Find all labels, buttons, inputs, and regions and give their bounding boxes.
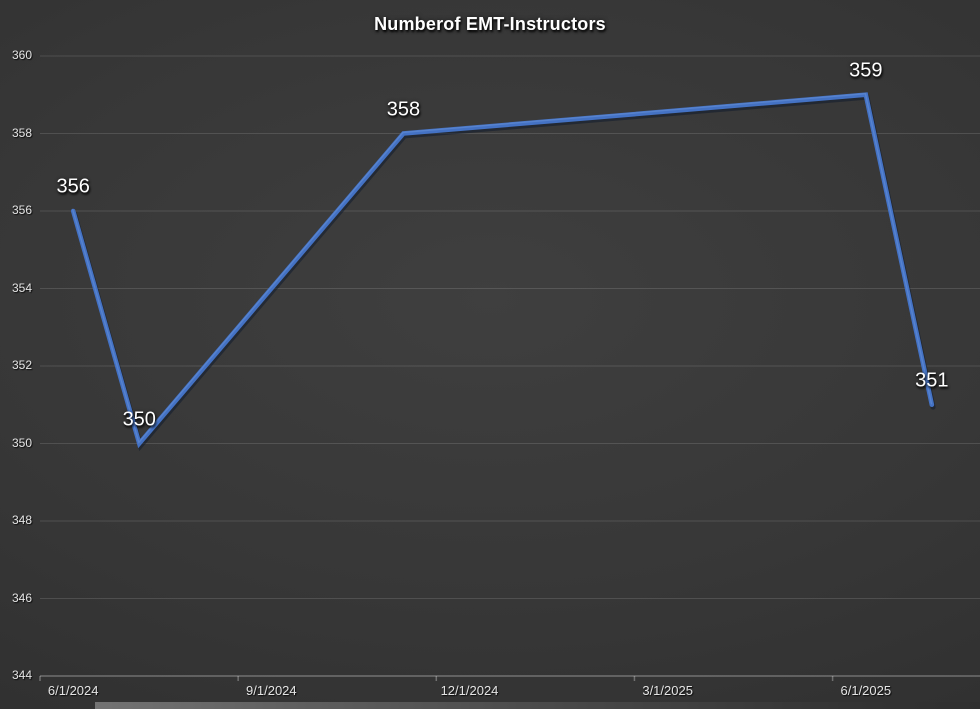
x-axis-tick-label: 12/1/2024: [440, 683, 499, 698]
y-axis-tick-label: 358: [11, 125, 32, 140]
y-axis-tick-label: 350: [11, 435, 32, 450]
bottom-divider: [95, 702, 980, 709]
y-axis-tick-label: 346: [11, 590, 32, 605]
data-point-label: 359: [849, 59, 883, 82]
x-axis-tick-label: 6/1/2024: [47, 683, 99, 698]
chart-title: Numberof EMT-Instructors: [374, 14, 606, 34]
y-axis-tick-label: 348: [11, 513, 32, 527]
y-axis-tick-label: 352: [11, 358, 32, 372]
y-axis-tick-label: 356: [11, 203, 32, 217]
x-axis-tick-label: 6/1/2025: [840, 683, 892, 698]
y-axis-tick-label: 354: [11, 280, 32, 295]
data-point-label: 350: [122, 408, 156, 430]
y-axis-tick-label: 344: [11, 668, 32, 682]
x-axis-tick-label: 9/1/2024: [246, 683, 297, 698]
data-point-label: 356: [56, 175, 90, 198]
y-axis-tick-label: 360: [11, 48, 32, 62]
x-axis-tick-label: 3/1/2025: [642, 683, 693, 698]
data-point-label: 351: [915, 369, 949, 392]
data-point-label: 358: [386, 98, 421, 120]
